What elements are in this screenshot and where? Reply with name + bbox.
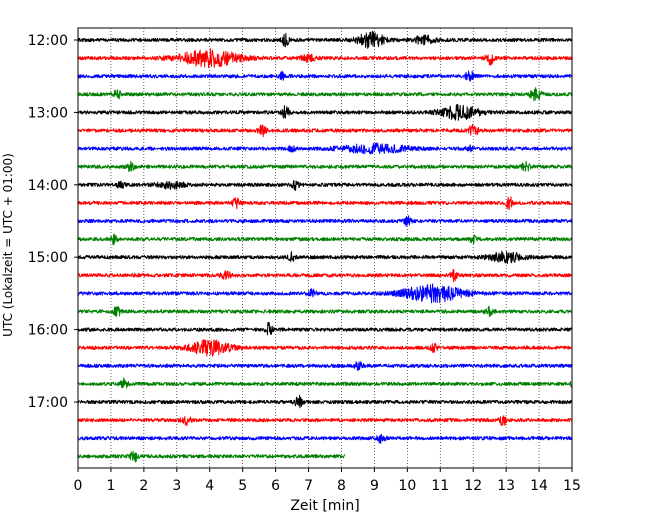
x-tick-label: 4: [205, 478, 214, 494]
trace-1615: [77, 339, 573, 357]
trace-1730: [77, 433, 573, 444]
x-tick-label: 6: [271, 478, 280, 494]
seismic-traces: [77, 30, 573, 463]
trace-1345: [77, 160, 573, 172]
vertical-grid: [110, 28, 540, 468]
trace-1430: [77, 215, 573, 227]
trace-1630: [77, 361, 573, 371]
x-tick-label: 0: [74, 478, 83, 494]
x-tick-label: 2: [139, 478, 148, 494]
x-axis-label: Zeit [min]: [290, 498, 359, 514]
y-tick-label: 13:00: [28, 105, 68, 121]
trace-1300: [77, 103, 573, 121]
x-tick-label: 7: [304, 478, 313, 494]
trace-1445: [77, 233, 573, 246]
trace-1745: [77, 450, 346, 463]
x-tick-label: 9: [370, 478, 379, 494]
x-tick-label: 10: [398, 478, 416, 494]
x-tick-label: 3: [172, 478, 181, 494]
trace-1500: [77, 250, 573, 264]
trace-1400: [77, 180, 573, 191]
x-tick-label: 15: [563, 478, 581, 494]
trace-1715: [77, 415, 573, 427]
y-tick-label: 14:00: [28, 178, 68, 194]
x-tick-label: 8: [337, 478, 346, 494]
trace-1600: [77, 321, 573, 336]
y-tick-label: 16:00: [28, 323, 68, 339]
trace-1700: [77, 394, 573, 409]
x-tick-label: 1: [106, 478, 115, 494]
y-tick-label: 12:00: [28, 33, 68, 49]
y-axis-ticks: 12:00 13:00 14:00 15:00 16:00 17:00: [28, 33, 78, 411]
trace-1200: [77, 30, 573, 49]
plot-frame: [77, 27, 573, 469]
x-axis-ticks: 0 1 2 3 4 5 6 7 8 9 10 11 12 13 14 15: [74, 468, 581, 494]
trace-1315: [77, 123, 573, 138]
trace-1330: [77, 142, 573, 155]
trace-1530: [77, 283, 573, 304]
trace-1415: [77, 196, 573, 211]
y-tick-label: 15:00: [28, 250, 68, 266]
x-tick-label: 5: [238, 478, 247, 494]
trace-1645: [77, 377, 573, 389]
trace-1215: [77, 47, 573, 69]
y-tick-label: 17:00: [28, 395, 68, 411]
trace-1545: [77, 305, 573, 318]
x-tick-label: 12: [464, 478, 482, 494]
y-axis-label: UTC (Lokalzeit = UTC + 01:00): [1, 153, 15, 337]
trace-1230: [77, 70, 573, 82]
x-tick-label: 11: [431, 478, 449, 494]
trace-1245: [77, 87, 573, 102]
trace-1515: [77, 268, 573, 283]
x-tick-label: 14: [530, 478, 548, 494]
x-tick-label: 13: [497, 478, 515, 494]
